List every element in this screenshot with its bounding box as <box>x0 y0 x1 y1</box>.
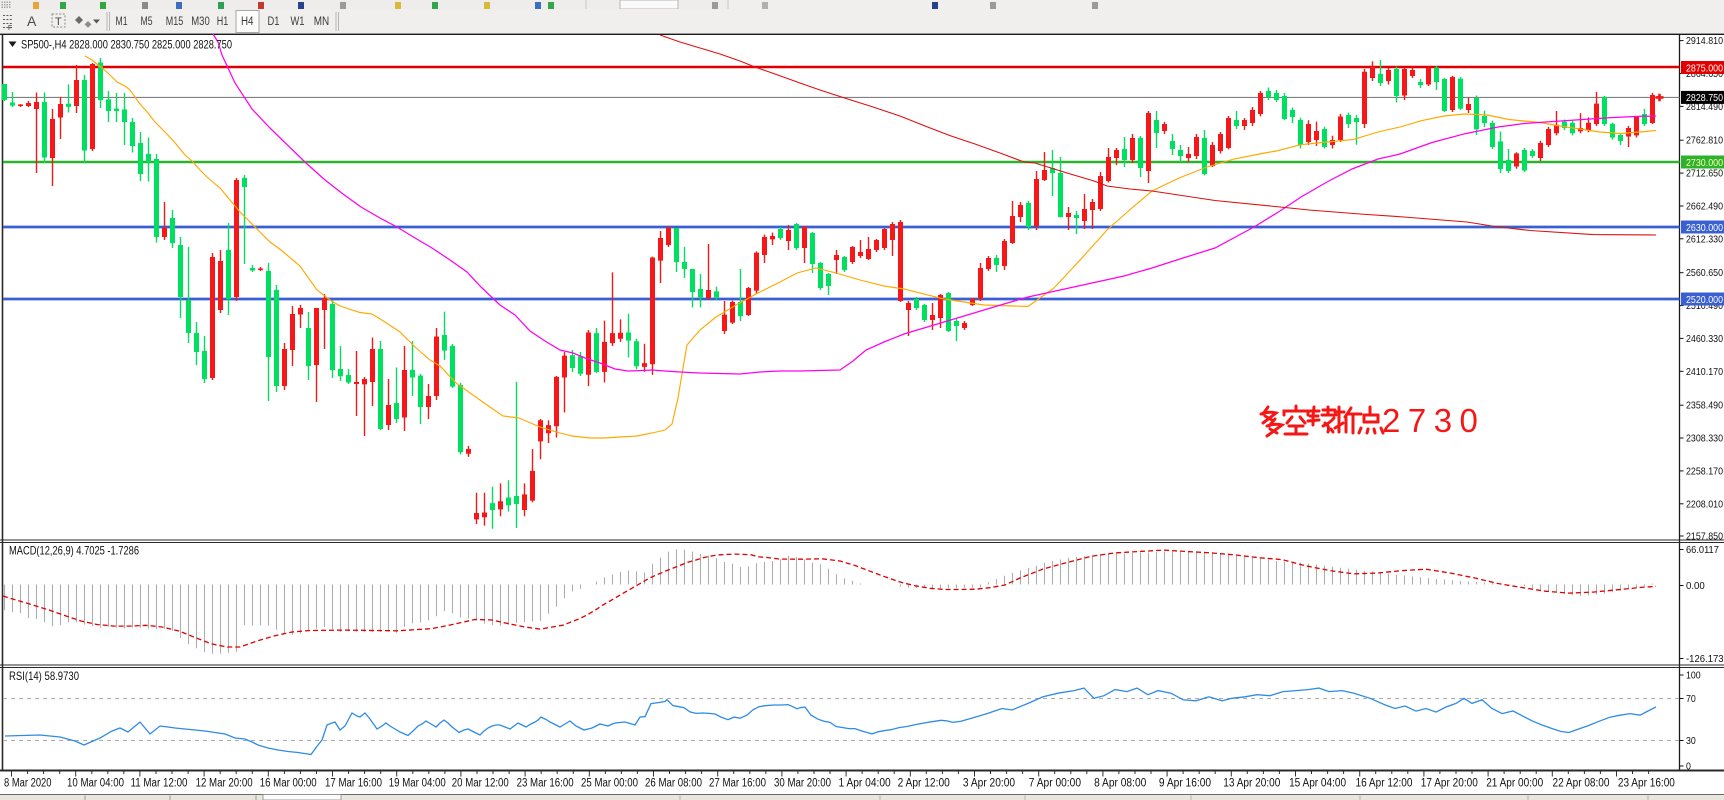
svg-text:2258.170: 2258.170 <box>1686 465 1723 477</box>
svg-text:2410.170: 2410.170 <box>1686 366 1723 378</box>
svg-text:25 Mar 00:00: 25 Mar 00:00 <box>581 778 638 790</box>
svg-text:12 Mar 20:00: 12 Mar 20:00 <box>196 778 253 790</box>
svg-text:MN: MN <box>314 16 330 28</box>
svg-text:2828.750: 2828.750 <box>1686 92 1723 104</box>
svg-text:3 Apr 20:00: 3 Apr 20:00 <box>963 778 1015 790</box>
svg-text:H4: H4 <box>241 16 254 28</box>
svg-text:W1: W1 <box>291 16 305 28</box>
svg-text:23 Mar 16:00: 23 Mar 16:00 <box>517 778 574 790</box>
svg-text:0.00: 0.00 <box>1686 580 1705 592</box>
svg-text:2 Apr 12:00: 2 Apr 12:00 <box>898 778 950 790</box>
svg-text:1 Apr 04:00: 1 Apr 04:00 <box>839 778 891 790</box>
svg-text:2730.000: 2730.000 <box>1686 157 1723 169</box>
svg-text:17 Apr 20:00: 17 Apr 20:00 <box>1421 778 1478 790</box>
svg-text:2730: 2730 <box>1382 402 1485 439</box>
svg-text:2460.330: 2460.330 <box>1686 333 1723 345</box>
svg-text:2875.000: 2875.000 <box>1686 62 1723 74</box>
svg-text:2762.810: 2762.810 <box>1686 135 1723 147</box>
svg-text:30: 30 <box>1686 735 1696 747</box>
svg-text:26 Mar 08:00: 26 Mar 08:00 <box>645 778 702 790</box>
svg-text:H1: H1 <box>217 16 229 28</box>
svg-text:RSI(14) 58.9730: RSI(14) 58.9730 <box>9 669 79 683</box>
svg-text:23 Apr 16:00: 23 Apr 16:00 <box>1618 778 1675 790</box>
svg-text:11 Mar 12:00: 11 Mar 12:00 <box>131 778 188 790</box>
svg-text:17 Mar 16:00: 17 Mar 16:00 <box>325 778 382 790</box>
svg-text:2630.000: 2630.000 <box>1686 222 1723 234</box>
svg-text:70: 70 <box>1686 693 1696 705</box>
svg-text:SP500-,H4 2828.000 2830.750 2: SP500-,H4 2828.000 2830.750 2825.000 282… <box>21 38 232 52</box>
svg-text:A: A <box>27 13 37 29</box>
svg-text:22 Apr 08:00: 22 Apr 08:00 <box>1553 778 1610 790</box>
svg-text:21 Apr 00:00: 21 Apr 00:00 <box>1486 778 1543 790</box>
svg-text:M1: M1 <box>116 16 128 28</box>
svg-text:8 Mar 2020: 8 Mar 2020 <box>4 778 52 790</box>
svg-text:0: 0 <box>1686 761 1691 773</box>
svg-text:10 Mar 04:00: 10 Mar 04:00 <box>67 778 124 790</box>
svg-text:2712.650: 2712.650 <box>1686 168 1723 180</box>
svg-text:20 Mar 12:00: 20 Mar 12:00 <box>452 778 509 790</box>
svg-text:2520.000: 2520.000 <box>1686 294 1723 306</box>
svg-text:2157.850: 2157.850 <box>1686 531 1723 543</box>
svg-text:2662.490: 2662.490 <box>1686 201 1723 213</box>
svg-text:8 Apr 08:00: 8 Apr 08:00 <box>1094 778 1146 790</box>
svg-text:27 Mar 16:00: 27 Mar 16:00 <box>709 778 766 790</box>
svg-text:30 Mar 20:00: 30 Mar 20:00 <box>774 778 831 790</box>
svg-text:15 Apr 04:00: 15 Apr 04:00 <box>1289 778 1346 790</box>
svg-text:9 Apr 16:00: 9 Apr 16:00 <box>1159 778 1211 790</box>
svg-text:M5: M5 <box>141 16 153 28</box>
svg-text:MACD(12,26,9) 4.7025 -1.7286: MACD(12,26,9) 4.7025 -1.7286 <box>9 544 139 558</box>
svg-text:M30: M30 <box>191 16 210 28</box>
svg-text:2358.490: 2358.490 <box>1686 400 1723 412</box>
svg-text:M15: M15 <box>166 16 184 28</box>
svg-text:2308.330: 2308.330 <box>1686 433 1723 445</box>
svg-text:7 Apr 00:00: 7 Apr 00:00 <box>1029 778 1081 790</box>
svg-text:19 Mar 04:00: 19 Mar 04:00 <box>389 778 446 790</box>
svg-text:16 Apr 12:00: 16 Apr 12:00 <box>1356 778 1413 790</box>
svg-text:2612.330: 2612.330 <box>1686 233 1723 245</box>
svg-text:D1: D1 <box>268 16 280 28</box>
svg-text:66.0117: 66.0117 <box>1686 544 1719 556</box>
svg-text:T: T <box>55 16 62 28</box>
svg-text:13 Apr 20:00: 13 Apr 20:00 <box>1223 778 1280 790</box>
svg-text:-126.173: -126.173 <box>1686 653 1724 665</box>
svg-text:F: F <box>8 25 12 32</box>
svg-text:2914.810: 2914.810 <box>1686 35 1723 47</box>
svg-text:2560.650: 2560.650 <box>1686 267 1723 279</box>
svg-text:100: 100 <box>1686 670 1701 682</box>
svg-text:16 Mar 00:00: 16 Mar 00:00 <box>260 778 317 790</box>
svg-text:2208.010: 2208.010 <box>1686 498 1723 510</box>
